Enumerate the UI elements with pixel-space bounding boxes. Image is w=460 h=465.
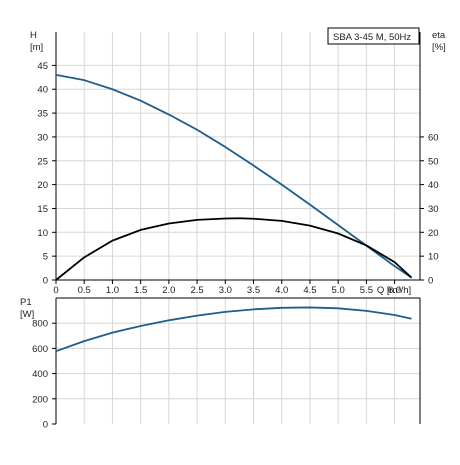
right-tick-label: 60 (428, 132, 439, 143)
y-tick-label: 25 (37, 156, 48, 167)
x-tick-label: 4.5 (303, 285, 316, 296)
x-tick-label: 2.5 (190, 285, 203, 296)
y-tick-label: 40 (37, 85, 48, 96)
power-curve (55, 306, 412, 353)
x-axis-label: Q [m³/h] (377, 285, 411, 296)
y-tick-label: 30 (37, 132, 48, 143)
head-curve (55, 74, 413, 279)
x-tick-label: 4.0 (275, 285, 288, 296)
right-tick-label: 30 (428, 204, 439, 215)
x-tick-label: 1.0 (106, 285, 119, 296)
y-tick-label: 10 (37, 228, 48, 239)
y-tick-label: 15 (37, 204, 48, 215)
y-tick-label: 45 (37, 61, 48, 72)
power-tick-label: 400 (32, 369, 48, 380)
power-tick-label: 800 (32, 319, 48, 330)
right-tick-label: 20 (428, 228, 439, 239)
x-tick-label: 5.5 (360, 285, 373, 296)
y-tick-label: 5 (43, 252, 48, 263)
right-tick-label: 10 (428, 252, 439, 263)
right-axis-label-unit: [%] (432, 42, 446, 53)
power-tick-label: 0 (43, 420, 48, 431)
power-tick-label: 200 (32, 394, 48, 405)
legend-text: SBA 3-45 M, 50Hz (333, 32, 411, 43)
y-tick-label: 35 (37, 109, 48, 120)
power-tick-label: 600 (32, 344, 48, 355)
right-tick-label: 0 (428, 276, 433, 287)
right-axis-label: eta (432, 30, 446, 41)
x-tick-label: 0.5 (78, 285, 91, 296)
x-tick-label: 5.0 (332, 285, 345, 296)
right-tick-label: 40 (428, 180, 439, 191)
y-tick-label: 0 (43, 276, 48, 287)
right-tick-label: 50 (428, 156, 439, 167)
efficiency-curve (55, 217, 413, 281)
y-tick-label: 20 (37, 180, 48, 191)
x-tick-label: 1.5 (134, 285, 147, 296)
x-tick-label: 0 (53, 285, 58, 296)
x-tick-label: 3.0 (219, 285, 232, 296)
legend-box (327, 27, 420, 45)
y-axis-label-h: H (30, 30, 37, 41)
power-axis-unit: [W] (20, 309, 34, 320)
x-tick-label: 6.0 (388, 285, 401, 296)
power-axis-label: P1 (20, 297, 32, 308)
x-tick-label: 2.0 (162, 285, 175, 296)
y-axis-label-unit: [m] (30, 42, 43, 53)
x-tick-label: 3.5 (247, 285, 260, 296)
